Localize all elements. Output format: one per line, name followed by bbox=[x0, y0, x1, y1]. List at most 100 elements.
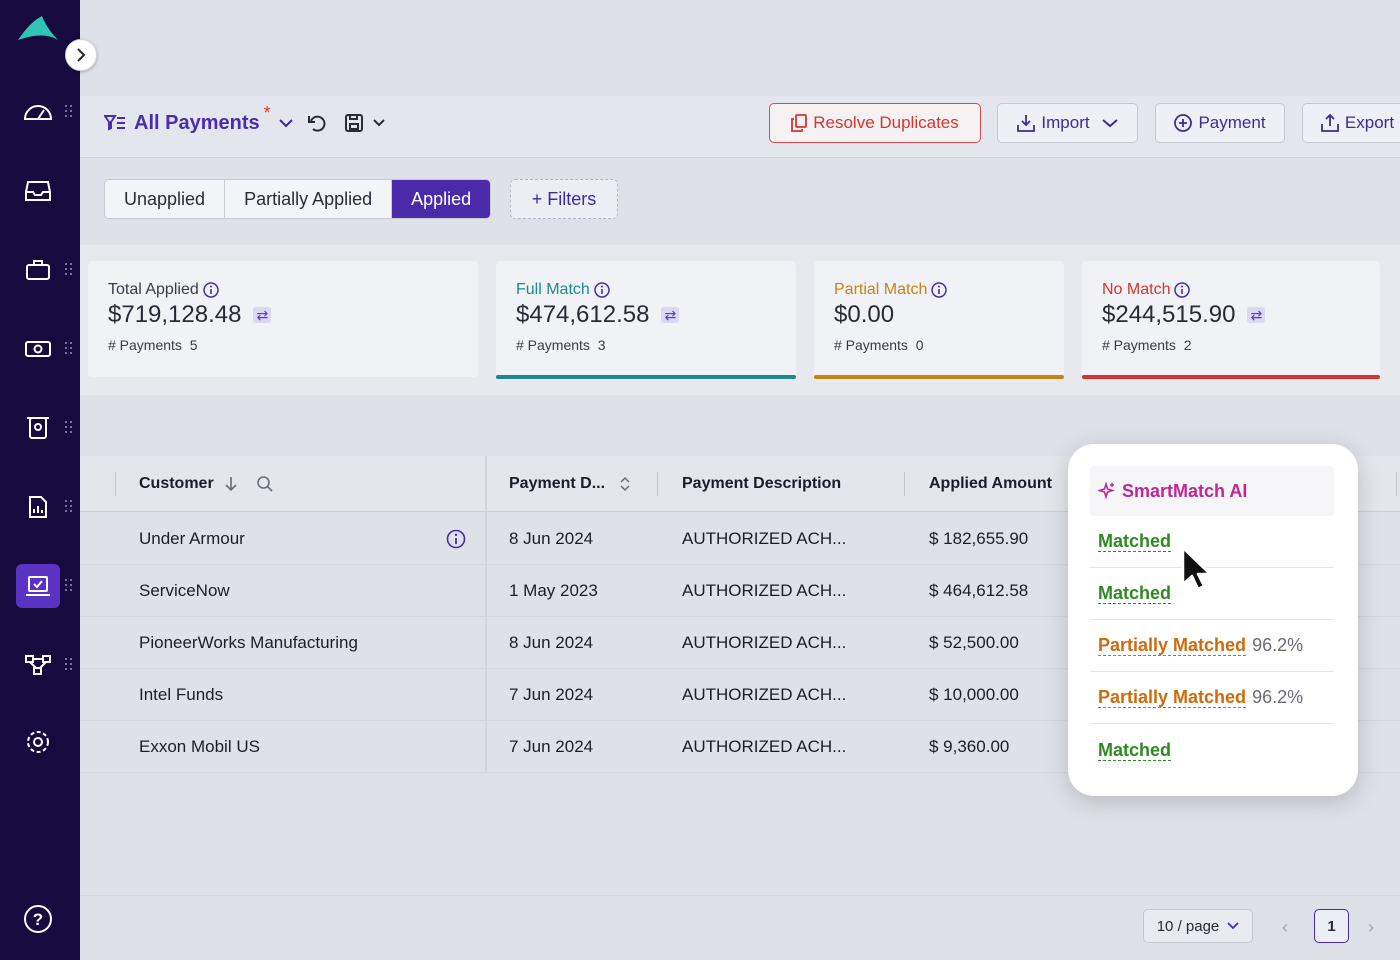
card-amount: $0.00 bbox=[834, 301, 895, 328]
column-header-customer[interactable]: Customer bbox=[139, 456, 274, 512]
search-icon[interactable] bbox=[256, 475, 274, 493]
summary-card-no-match[interactable]: No Match $244,515.90 ⇄ # Payments 2 bbox=[1082, 261, 1380, 379]
current-page-button[interactable]: 1 bbox=[1314, 909, 1349, 943]
table-row[interactable]: Intel Funds 7 Jun 2024 AUTHORIZED ACH...… bbox=[80, 669, 1400, 721]
save-icon[interactable] bbox=[345, 114, 363, 132]
payment-description-cell: AUTHORIZED ACH... bbox=[682, 737, 847, 756]
card-accent-bar bbox=[814, 375, 1064, 379]
table-row[interactable]: ServiceNow 1 May 2023 AUTHORIZED ACH... … bbox=[80, 565, 1400, 617]
sidebar-toggle-button[interactable] bbox=[65, 39, 97, 71]
applied-amount-cell: $ 10,000.00 bbox=[929, 685, 1019, 704]
sidebar-item-reports[interactable] bbox=[16, 485, 60, 529]
tab-partially-applied[interactable]: Partially Applied bbox=[225, 180, 393, 218]
table-row[interactable]: PioneerWorks Manufacturing 8 Jun 2024 AU… bbox=[80, 617, 1400, 669]
sidebar-item-cash[interactable] bbox=[16, 327, 60, 371]
match-status[interactable]: Partially Matched bbox=[1098, 687, 1247, 708]
smartmatch-row[interactable]: Matched bbox=[1090, 516, 1334, 568]
customer-cell[interactable]: Under Armour bbox=[139, 529, 245, 548]
drag-handle-icon[interactable] bbox=[65, 658, 75, 672]
smartmatch-row[interactable]: Matched bbox=[1090, 568, 1334, 620]
match-percentage: 96.2% bbox=[1252, 687, 1304, 707]
payment-description-cell: AUTHORIZED ACH... bbox=[682, 529, 847, 548]
tab-applied[interactable]: Applied bbox=[392, 180, 491, 218]
drag-handle-icon[interactable] bbox=[65, 579, 75, 593]
column-header-label: Payment D... bbox=[509, 475, 606, 492]
customer-cell[interactable]: PioneerWorks Manufacturing bbox=[139, 633, 358, 652]
plus-circle-icon bbox=[1174, 114, 1193, 132]
sort-down-icon[interactable] bbox=[224, 476, 238, 492]
card-amount: $244,515.90 bbox=[1102, 301, 1236, 328]
tab-unapplied[interactable]: Unapplied bbox=[105, 180, 226, 218]
import-button[interactable]: Import bbox=[997, 103, 1138, 143]
sidebar-item-inbox[interactable] bbox=[16, 169, 60, 213]
column-header-applied-amount[interactable]: Applied Amount bbox=[929, 456, 1052, 512]
sidebar-item-workflows[interactable] bbox=[16, 643, 60, 687]
customer-cell[interactable]: Intel Funds bbox=[139, 685, 224, 704]
table-row[interactable]: Under Armour 8 Jun 2024 AUTHORIZED ACH..… bbox=[80, 513, 1400, 565]
sidebar-item-dashboard[interactable] bbox=[16, 90, 60, 134]
prev-page-icon[interactable]: ‹ bbox=[1282, 917, 1288, 937]
card-label-text: No Match bbox=[1102, 281, 1171, 298]
smartmatch-row[interactable]: Matched bbox=[1090, 724, 1334, 776]
drag-handle-icon[interactable] bbox=[65, 263, 75, 277]
swap-icon[interactable]: ⇄ bbox=[661, 307, 680, 323]
smartmatch-header[interactable]: SmartMatch AI bbox=[1090, 466, 1334, 516]
applied-amount-cell: $ 9,360.00 bbox=[929, 737, 1010, 756]
chevron-down-icon[interactable] bbox=[278, 118, 293, 128]
info-icon[interactable] bbox=[202, 282, 219, 298]
sidebar-item-collections[interactable] bbox=[16, 406, 60, 450]
info-icon[interactable] bbox=[1174, 282, 1191, 298]
undo-icon[interactable] bbox=[307, 113, 327, 133]
info-icon[interactable] bbox=[446, 529, 466, 549]
smartmatch-title: SmartMatch AI bbox=[1122, 480, 1248, 501]
card-label-text: Full Match bbox=[516, 281, 590, 298]
drag-handle-icon[interactable] bbox=[65, 500, 75, 514]
match-status[interactable]: Matched bbox=[1098, 531, 1172, 552]
summary-card-total-applied[interactable]: Total Applied $719,128.48 ⇄ # Payments 5 bbox=[88, 261, 478, 377]
workflow-icon bbox=[25, 655, 51, 675]
sort-icon[interactable] bbox=[619, 476, 631, 492]
sidebar-item-help[interactable]: ? bbox=[16, 897, 60, 941]
match-status[interactable]: Matched bbox=[1098, 739, 1172, 761]
export-button[interactable]: Export bbox=[1302, 103, 1400, 143]
payment-apply-icon bbox=[26, 576, 50, 596]
match-status[interactable]: Partially Matched bbox=[1098, 635, 1247, 656]
sidebar-item-settings[interactable] bbox=[16, 720, 60, 764]
resolve-duplicates-button[interactable]: Resolve Duplicates bbox=[769, 103, 981, 143]
next-page-icon[interactable]: › bbox=[1368, 917, 1374, 937]
sidebar-item-portfolio[interactable] bbox=[16, 248, 60, 292]
card-label-text: Partial Match bbox=[834, 281, 928, 298]
smartmatch-row[interactable]: Partially Matched 96.2% bbox=[1090, 672, 1334, 724]
view-selector[interactable]: All Payments * bbox=[104, 103, 293, 138]
logo-icon bbox=[18, 16, 58, 40]
sidebar-item-payments[interactable] bbox=[16, 564, 60, 608]
card-count: 3 bbox=[597, 337, 606, 353]
chevron-down-icon[interactable] bbox=[373, 118, 385, 127]
download-icon bbox=[1017, 115, 1036, 132]
column-header-payment-date[interactable]: Payment D... bbox=[509, 456, 631, 512]
card-label: Full Match bbox=[516, 281, 796, 299]
page-size-select[interactable]: 10 / page bbox=[1143, 909, 1253, 943]
info-icon[interactable] bbox=[594, 282, 610, 298]
applied-amount-cell: $ 464,612.58 bbox=[929, 581, 1029, 600]
customer-cell[interactable]: Exxon Mobil US bbox=[139, 737, 260, 756]
drag-handle-icon[interactable] bbox=[65, 421, 75, 435]
column-header-payment-description[interactable]: Payment Description bbox=[682, 456, 841, 512]
add-payment-button[interactable]: Payment bbox=[1155, 103, 1285, 143]
help-icon: ? bbox=[24, 905, 52, 933]
table-row[interactable]: Exxon Mobil US 7 Jun 2024 AUTHORIZED ACH… bbox=[80, 721, 1400, 773]
swap-icon[interactable]: ⇄ bbox=[1247, 307, 1266, 323]
filters-button[interactable]: + Filters bbox=[510, 179, 618, 219]
summary-card-partial-match[interactable]: Partial Match $0.00 # Payments 0 bbox=[814, 261, 1064, 379]
summary-card-full-match[interactable]: Full Match $474,612.58 ⇄ # Payments 3 bbox=[496, 261, 796, 379]
info-icon[interactable] bbox=[931, 282, 948, 298]
duplicate-icon bbox=[791, 114, 808, 132]
card-accent-bar bbox=[1082, 375, 1380, 379]
drag-handle-icon[interactable] bbox=[65, 105, 75, 119]
customer-cell[interactable]: ServiceNow bbox=[139, 581, 230, 600]
match-status[interactable]: Matched bbox=[1098, 583, 1172, 604]
card-amount: $719,128.48 bbox=[108, 301, 242, 328]
swap-icon[interactable]: ⇄ bbox=[253, 307, 272, 323]
smartmatch-row[interactable]: Partially Matched 96.2% bbox=[1090, 620, 1334, 672]
drag-handle-icon[interactable] bbox=[65, 342, 75, 356]
